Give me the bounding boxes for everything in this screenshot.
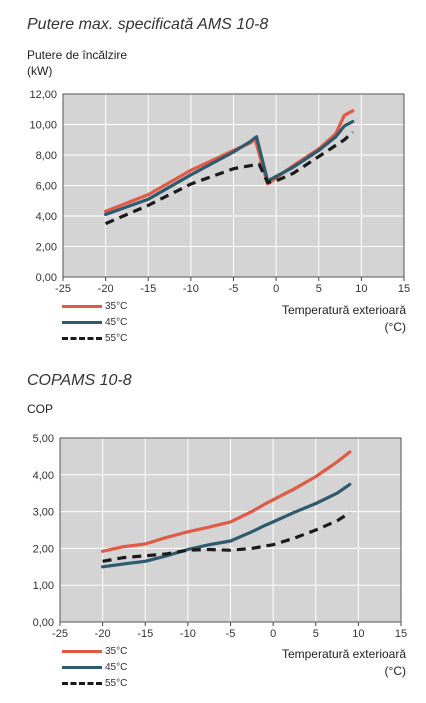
legend-item-35c: 35°C	[62, 643, 127, 659]
legend-item-35c: 35°C	[62, 298, 127, 314]
legend-label-55c: 55°C	[105, 677, 128, 689]
chart1-xtick-label: 5	[316, 283, 322, 295]
chart1-plot-frame	[62, 93, 405, 278]
chart1-xtick-label: 0	[273, 283, 279, 295]
chart1-plot: 0,00 2,00 4,00 6,00 8,00 10,00 12,00 -25 -20 -15 -…	[29, 89, 410, 295]
chart2-ytick-label: 3,00	[33, 507, 54, 519]
chart2-xtick-label: 0	[270, 628, 276, 640]
legend-item-55c: 55°C	[62, 675, 127, 691]
chart1-ytick-label: 8,00	[36, 150, 57, 162]
chart1-xlabel-line1: Temperatură exterioară	[281, 303, 406, 317]
legend-item-45c: 45°C	[62, 314, 127, 330]
chart1-ytick-label: 10,00	[29, 120, 57, 132]
legend-swatch-45c	[62, 665, 102, 669]
chart1-ytick-label: 6,00	[36, 181, 57, 193]
chart1-ytick-label: 12,00	[29, 89, 57, 101]
chart1-xlabel: Temperatură exterioară (°C)	[282, 302, 406, 336]
chart1-series-line-2	[104, 130, 354, 226]
chart1-xtick-label: -15	[140, 283, 156, 295]
chart2-title: COPAMS 10-8	[27, 372, 132, 389]
chart2-series-line-0	[101, 450, 352, 553]
chart2-xtick-label: -25	[52, 628, 68, 640]
chart2-series-line-2	[102, 511, 351, 563]
chart2-ytick-label: 1,00	[33, 580, 54, 592]
legend-swatch-55c	[62, 681, 102, 685]
chart2-xtick-label: 15	[395, 628, 407, 640]
legend-label-45c: 45°C	[105, 316, 128, 328]
chart2-ytick-label: 0,00	[33, 617, 54, 629]
chart2-ytick-label: 5,00	[33, 433, 54, 445]
legend-label-35c: 35°C	[105, 300, 128, 312]
legend-swatch-35c	[62, 649, 102, 653]
chart1-xtick-label: -10	[183, 283, 199, 295]
chart2-xtick-label: -10	[180, 628, 196, 640]
legend-label-35c: 35°C	[105, 645, 128, 657]
legend-label-45c: 45°C	[105, 661, 128, 673]
chart2-ytick-label: 2,00	[33, 543, 54, 555]
chart2-xtick-label: -5	[226, 628, 236, 640]
chart1-xtick-label: 10	[355, 283, 367, 295]
chart2-xtick-label: -20	[95, 628, 111, 640]
chart1-ytick-label: 4,00	[36, 211, 57, 223]
chart2-xtick-label: 10	[352, 628, 364, 640]
chart2-ylabel: COP	[27, 401, 53, 417]
chart1-ytick-label: 0,00	[36, 272, 57, 284]
legend-swatch-45c	[62, 320, 102, 324]
chart1-xtick-label: -25	[55, 283, 71, 295]
chart1-xlabel-line2: (°C)	[384, 320, 406, 334]
chart2-ylabel-line1: COP	[27, 402, 54, 416]
chart2-series-line-1	[101, 482, 352, 569]
chart1-legend: 35°C 45°C 55°C	[62, 298, 127, 346]
chart2-xlabel: Temperatură exterioară (°C)	[282, 646, 406, 680]
chart1-xtick-label: 15	[398, 283, 410, 295]
legend-label-55c: 55°C	[105, 332, 128, 344]
legend-swatch-55c	[62, 336, 102, 340]
chart2-xlabel-line1: Temperatură exterioară	[281, 647, 406, 661]
chart2-ytick-label: 4,00	[33, 470, 54, 482]
chart1-xtick-label: -5	[229, 283, 239, 295]
chart2-xtick-label: -15	[137, 628, 153, 640]
chart2-legend: 35°C 45°C 55°C	[62, 643, 127, 691]
legend-item-45c: 45°C	[62, 659, 127, 675]
chart2-xlabel-line2: (°C)	[384, 664, 406, 678]
chart2-xtick-label: 5	[313, 628, 319, 640]
chart1-ylabel-line2: (kW)	[27, 64, 53, 78]
legend-item-55c: 55°C	[62, 330, 127, 346]
chart1-xtick-label: -20	[98, 283, 114, 295]
legend-swatch-35c	[62, 304, 102, 308]
chart1-ylabel: Putere de încălzire (kW)	[27, 47, 127, 79]
chart1-ylabel-line1: Putere de încălzire	[27, 48, 128, 62]
chart1-ytick-label: 2,00	[36, 242, 57, 254]
chart2-plot-frame	[59, 437, 402, 623]
chart1-title: Putere max. specificată AMS 10-8	[27, 16, 269, 33]
